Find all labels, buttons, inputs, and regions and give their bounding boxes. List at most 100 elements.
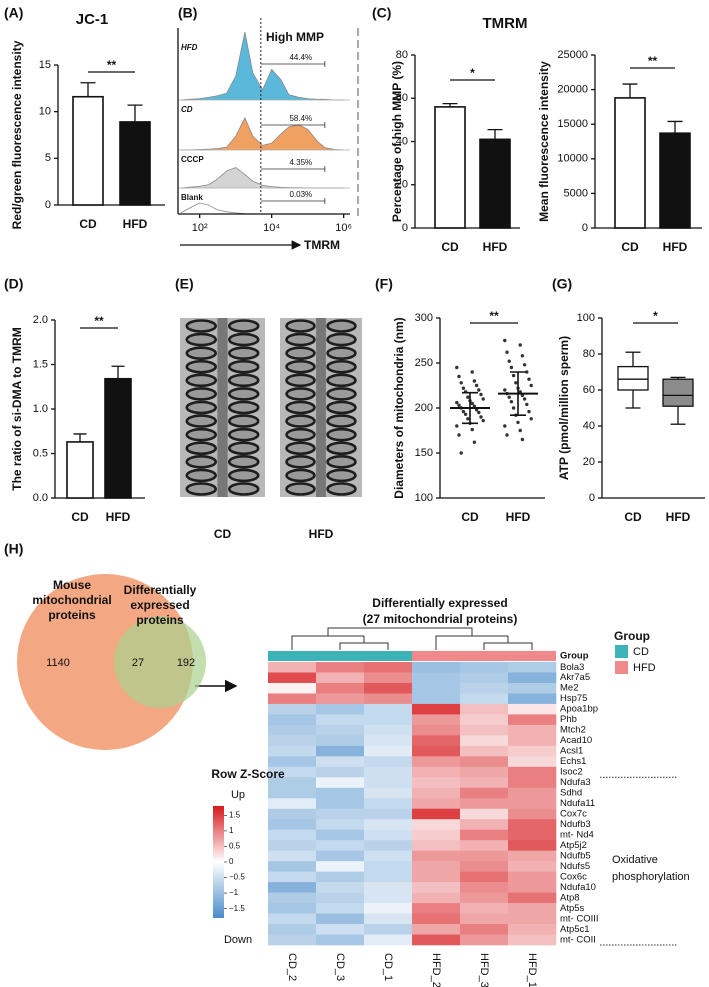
gate-bracket — [260, 166, 326, 172]
y-tick-label: 250 — [415, 357, 433, 369]
heatmap-cell — [412, 924, 461, 935]
y-tick-label: 5000 — [564, 187, 588, 199]
panel-label: (E) — [175, 276, 194, 292]
heatmap-cell — [508, 672, 557, 684]
row-label: Ndufa11 — [560, 798, 595, 809]
histogram-fill — [180, 117, 344, 150]
heatmap-cell — [508, 798, 557, 810]
heatmap-cell — [364, 913, 413, 925]
heatmap-cell — [316, 871, 365, 883]
row-label: Ndufb5 — [560, 850, 591, 861]
heatmap-cell — [268, 913, 317, 925]
y-tick-label: 80 — [583, 348, 595, 360]
heatmap-cell — [316, 787, 365, 799]
dot — [522, 397, 527, 401]
y-axis-label: ATP (pmol/million sperm) — [557, 336, 571, 480]
heatmap-cell — [412, 903, 461, 914]
y-tick-label: 10000 — [557, 153, 588, 165]
heatmap-cell — [364, 819, 413, 831]
dot — [457, 374, 461, 379]
column-label: HFD_3 — [478, 953, 490, 987]
heatmap-cell — [508, 745, 557, 757]
colorbar-high: Up — [231, 789, 245, 801]
y-tick-label: 1.0 — [33, 403, 48, 415]
heatmap-cell — [316, 662, 365, 673]
heatmap-cell — [364, 882, 413, 893]
heatmap-cell — [268, 662, 317, 673]
heatmap-cell — [508, 840, 557, 851]
row-label: Hsp75 — [560, 693, 587, 704]
heatmap-cell — [316, 703, 365, 715]
heatmap-cell — [508, 766, 557, 778]
y-tick-label: 60 — [396, 92, 408, 104]
legend-swatch — [615, 645, 628, 658]
mitochondrion — [228, 400, 260, 415]
heatmap-cell — [412, 724, 461, 736]
track-label: CCCP — [181, 155, 204, 164]
heatmap-cell — [364, 840, 413, 851]
mitochondrion — [228, 319, 260, 333]
row-label: mt- COIII — [560, 913, 599, 924]
heatmap-cell — [316, 756, 365, 768]
gate-percent: 44.4% — [289, 53, 312, 62]
heatmap-cell — [364, 934, 413, 946]
colorbar-tick-label: 1.5 — [229, 810, 241, 819]
x-tick-label: CD — [621, 240, 639, 254]
colorbar-tick-label: −1 — [229, 888, 239, 897]
y-tick-label: 0.0 — [33, 492, 48, 504]
heatmap-cell — [412, 662, 461, 673]
row-label: Acsl1 — [560, 746, 583, 757]
mitochondrion — [285, 400, 316, 415]
y-tick-label: 100 — [415, 492, 433, 504]
mitochondrion — [326, 387, 357, 401]
significance: ** — [489, 309, 499, 323]
chart-title: JC-1 — [76, 11, 109, 28]
error-bar — [487, 128, 503, 140]
dot — [479, 415, 483, 419]
legend-label: HFD — [633, 662, 656, 674]
heatmap-cell — [268, 766, 317, 778]
dot — [516, 420, 520, 425]
mitochondrion — [185, 414, 218, 428]
group-cell — [316, 651, 364, 661]
significance: * — [653, 309, 658, 323]
heatmap-cell — [412, 840, 461, 851]
mitochondrion — [285, 441, 316, 456]
venn-count: 27 — [132, 657, 144, 669]
chart-title: TMRM — [483, 15, 528, 32]
heatmap-cell — [316, 829, 365, 841]
heatmap-cell — [268, 724, 317, 736]
heatmap-cell — [364, 861, 413, 872]
gate-percent: 58.4% — [289, 114, 312, 123]
heatmap-cell — [460, 882, 509, 893]
bar — [104, 377, 132, 499]
set-label: mitochondrial — [32, 593, 111, 607]
heatmap-cell — [460, 871, 509, 883]
row-label: Isoc2 — [560, 767, 583, 778]
mitochondrion — [285, 482, 316, 496]
x-tick-label: CD — [441, 240, 459, 254]
y-axis-label: Red/green fluorescence intensity — [10, 40, 24, 229]
column-label: CD_1 — [382, 953, 394, 981]
heatmap-cell — [508, 861, 557, 872]
dot — [455, 365, 459, 370]
dot — [527, 409, 531, 414]
y-axis-label: The ratio of si-DMA to TMRM — [10, 327, 24, 491]
mitochondrion — [185, 319, 218, 333]
gate-bracket — [260, 198, 326, 204]
venn-count: 1140 — [46, 657, 70, 669]
bar — [434, 106, 466, 229]
row-label: Atp8 — [560, 892, 580, 903]
mitochondrion — [326, 441, 357, 456]
heatmap-cell — [460, 798, 509, 810]
row-label: Bola3 — [560, 662, 584, 673]
panel-label: (A) — [4, 5, 23, 21]
set-label: expressed — [130, 598, 189, 612]
significance: ** — [648, 54, 658, 68]
heatmap-cell — [508, 724, 557, 736]
row-label: Ndufs5 — [560, 861, 590, 872]
row-label: Cox7c — [560, 808, 587, 819]
heatmap-cell — [508, 913, 557, 925]
row-label: Ndufa10 — [560, 882, 596, 893]
heatmap-cell — [268, 819, 317, 831]
